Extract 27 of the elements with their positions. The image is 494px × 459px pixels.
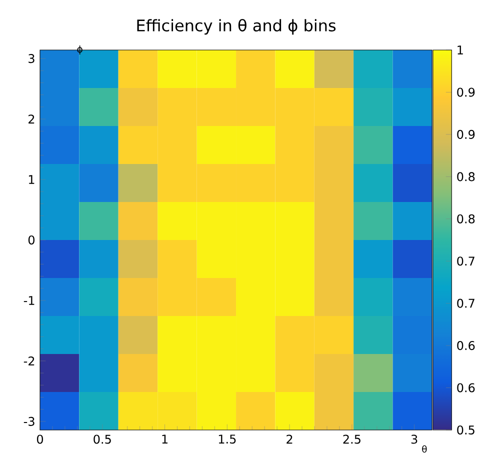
- x-tick-label: 1.5: [218, 434, 236, 444]
- color-bar-label: 0.9: [457, 88, 475, 97]
- x-tick-label: 0.5: [94, 434, 111, 444]
- x-tick-label: 2.5: [343, 434, 360, 444]
- color-bar-label: 0.8: [457, 172, 475, 182]
- x-tick-label: 2: [286, 434, 292, 444]
- y-axis-title: ϕ: [77, 45, 82, 54]
- color-bar-label: 0.9: [457, 130, 475, 139]
- y-tick-label: 0: [28, 235, 34, 245]
- color-bar-label: 0.6: [457, 383, 475, 392]
- y-tick-label: 1: [28, 175, 34, 184]
- color-bar-label: 0.6: [457, 341, 475, 350]
- x-tick-label: 1: [162, 434, 168, 444]
- y-tick-label: -1: [24, 296, 34, 305]
- chart-title: Efficiency in θ and ϕ bins: [137, 19, 336, 35]
- x-tick-label: 0: [36, 434, 44, 444]
- color-bar-label: 0.8: [457, 214, 475, 224]
- y-tick-label: 2: [28, 114, 34, 124]
- color-bar-label: 0.7: [457, 298, 474, 308]
- y-tick-label: -2: [24, 356, 34, 366]
- color-bar-label: 0.5: [457, 425, 474, 435]
- x-tick-label: 3: [411, 434, 418, 444]
- color-bar-label: 0.7: [457, 256, 474, 266]
- y-tick-label: 3: [28, 54, 34, 64]
- x-axis-title: θ: [422, 445, 427, 453]
- color-bar-label: 1: [458, 46, 463, 54]
- y-tick-label: -3: [24, 416, 34, 426]
